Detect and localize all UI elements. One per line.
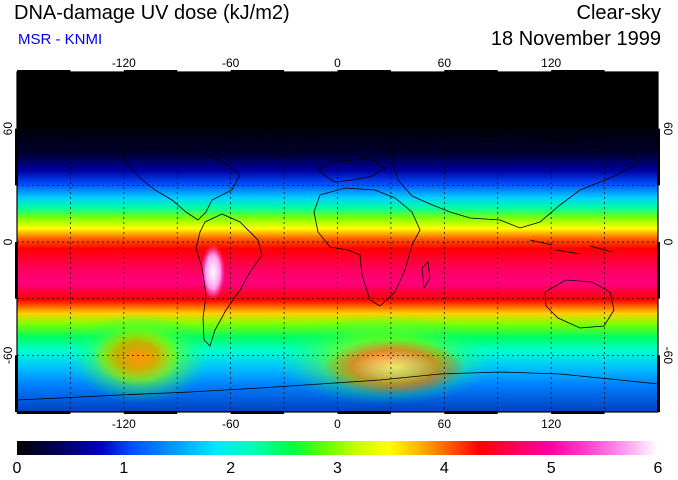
colorbar-tick-label: 6 bbox=[653, 460, 663, 477]
colorbar-tick-label: 0 bbox=[12, 460, 22, 477]
source-label: MSR - KNMI bbox=[18, 31, 103, 48]
longitude-tick-label: -120 bbox=[112, 56, 136, 70]
latitude-tick-label: 0 bbox=[1, 238, 15, 245]
longitude-tick-label: -60 bbox=[222, 56, 240, 70]
latitude-tick-label: -60 bbox=[661, 347, 675, 365]
map-frame bbox=[16, 71, 659, 413]
longitude-labels-bottom: -120 -60 0 60 120 bbox=[112, 417, 562, 431]
longitude-tick-label: 0 bbox=[334, 417, 341, 431]
coastlines bbox=[17, 117, 658, 401]
longitude-tick-label: 0 bbox=[334, 56, 341, 70]
longitude-labels-top: -120 -60 0 60 120 bbox=[112, 56, 562, 70]
uv-maximum-andes bbox=[201, 244, 225, 300]
longitude-tick-label: -120 bbox=[112, 417, 136, 431]
latitude-labels-right: 60 0 -60 bbox=[661, 122, 675, 364]
sky-condition-label: Clear-sky bbox=[576, 2, 661, 24]
colorbar-tick-label: 5 bbox=[546, 460, 556, 477]
colorbar-tick-label: 2 bbox=[226, 460, 236, 477]
colorbar-tick-label: 1 bbox=[119, 460, 129, 477]
latitude-tick-label: 60 bbox=[661, 122, 675, 136]
longitude-tick-label: 120 bbox=[541, 417, 561, 431]
map-title: DNA-damage UV dose (kJ/m2) bbox=[14, 2, 290, 24]
longitude-tick-label: 60 bbox=[438, 56, 452, 70]
colorbar-tick-label: 4 bbox=[439, 460, 449, 477]
latitude-tick-label: 60 bbox=[1, 122, 15, 136]
longitude-tick-label: -60 bbox=[222, 417, 240, 431]
date-label: 18 November 1999 bbox=[490, 28, 661, 50]
latitude-tick-label: -60 bbox=[1, 346, 15, 364]
longitude-tick-label: 120 bbox=[541, 56, 561, 70]
latitude-labels-left: 60 0 -60 bbox=[1, 122, 15, 364]
longitude-tick-label: 60 bbox=[438, 417, 452, 431]
colorbar-tick-label: 3 bbox=[333, 460, 342, 477]
latitude-tick-label: 0 bbox=[661, 239, 675, 246]
colorbar bbox=[17, 441, 658, 455]
